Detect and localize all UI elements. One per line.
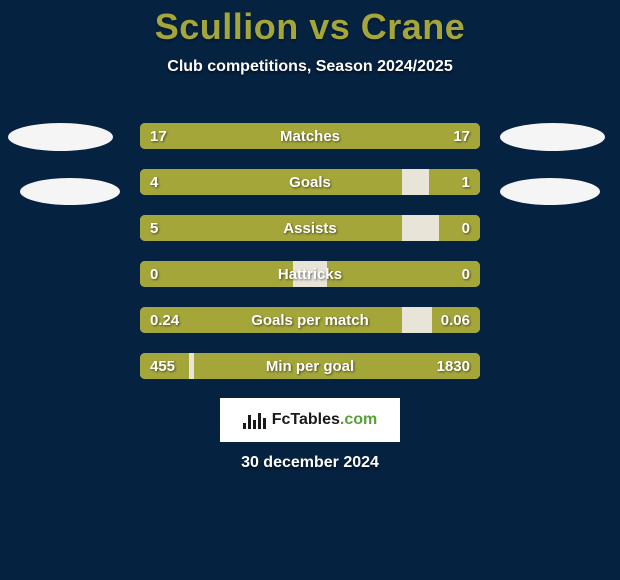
stat-row: 4551830Min per goal: [140, 353, 480, 379]
player-badge-oval: [500, 178, 600, 205]
player-badge-oval: [500, 123, 605, 151]
player-badge-oval: [8, 123, 113, 151]
brand-prefix: FcTables: [272, 411, 340, 428]
player-badge-oval: [20, 178, 120, 205]
date-label: 30 december 2024: [0, 454, 620, 472]
brand-badge: FcTables.com: [220, 398, 400, 442]
stat-row: 0.240.06Goals per match: [140, 307, 480, 333]
brand-bars-icon: [243, 411, 266, 429]
stat-label: Goals per match: [140, 307, 480, 333]
stat-row: 41Goals: [140, 169, 480, 195]
stat-row: 00Hattricks: [140, 261, 480, 287]
comparison-chart: 1717Matches 41Goals 50Assists 00Hattricks 0.…: [140, 123, 480, 399]
stat-label: Min per goal: [140, 353, 480, 379]
stat-label: Assists: [140, 215, 480, 241]
stat-row: 1717Matches: [140, 123, 480, 149]
stat-row: 50Assists: [140, 215, 480, 241]
stat-label: Hattricks: [140, 261, 480, 287]
stat-label: Matches: [140, 123, 480, 149]
page-title: Scullion vs Crane: [0, 0, 620, 48]
subtitle: Club competitions, Season 2024/2025: [0, 58, 620, 76]
brand-text: FcTables.com: [272, 411, 378, 429]
brand-suffix: .com: [340, 411, 377, 428]
stat-label: Goals: [140, 169, 480, 195]
